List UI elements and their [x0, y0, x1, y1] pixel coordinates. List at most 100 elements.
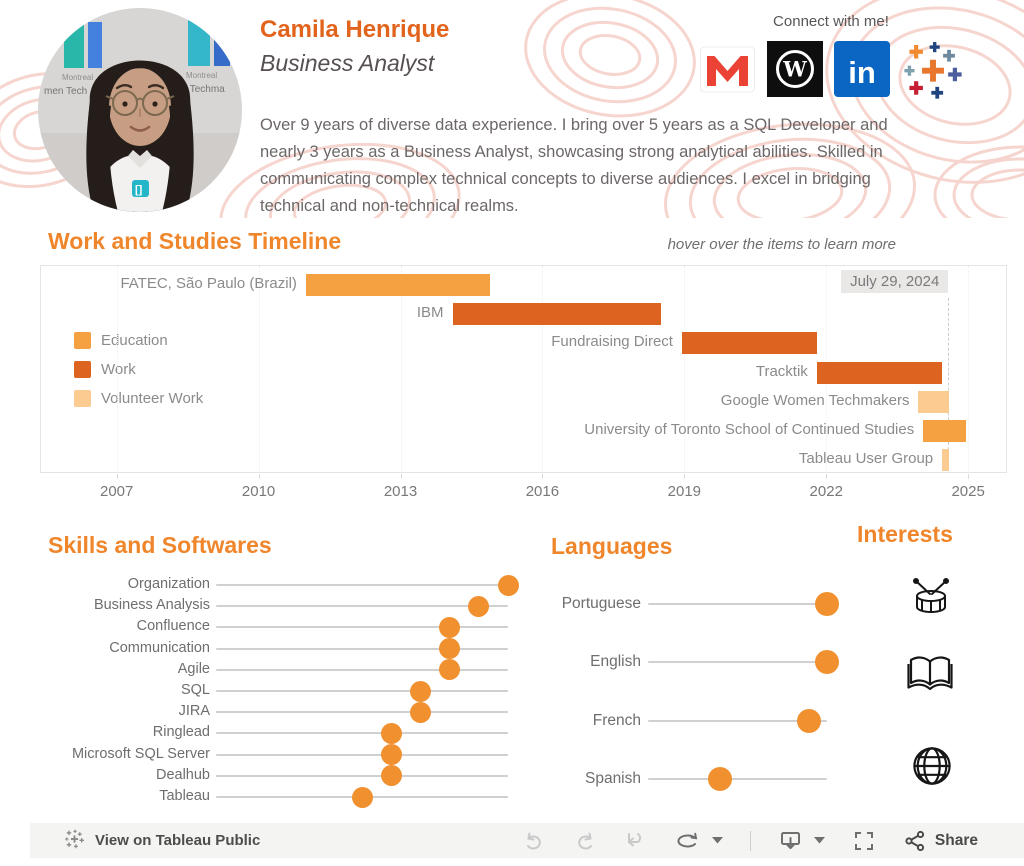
- skill-label: Communication: [109, 639, 210, 656]
- skill-dot[interactable]: [380, 765, 402, 787]
- skill-dot[interactable]: [351, 786, 373, 808]
- legend-swatch: [74, 332, 91, 349]
- download-dropdown-caret-icon[interactable]: [813, 837, 825, 844]
- language-label: French: [592, 711, 641, 729]
- timeline-tick: [400, 474, 402, 479]
- refresh-icon[interactable]: [675, 829, 701, 853]
- wordpress-icon[interactable]: W: [767, 41, 823, 97]
- skill-label: Tableau: [159, 788, 210, 804]
- skill-label: Microsoft SQL Server: [71, 745, 210, 762]
- skill-dot[interactable]: [409, 701, 431, 723]
- language-label: Spanish: [584, 770, 641, 788]
- languages-plot: Portuguese English French Spanish: [540, 590, 870, 805]
- skill-dot[interactable]: [439, 638, 461, 660]
- timeline-tick-label: 2016: [525, 483, 560, 500]
- toolbar: View on Tableau Public: [30, 823, 1024, 858]
- view-on-tableau-public-link[interactable]: View on Tableau Public: [64, 828, 260, 854]
- svg-text:W: W: [782, 57, 807, 82]
- timeline-hint: hover over the items to learn more: [667, 236, 896, 253]
- legend-swatch: [74, 361, 91, 378]
- skill-label: Agile: [177, 660, 210, 677]
- redo-icon[interactable]: [573, 829, 597, 853]
- fullscreen-icon[interactable]: [852, 829, 876, 853]
- timeline-row-label: Google Women Techmakers: [720, 391, 910, 409]
- timeline-row-label: FATEC, São Paulo (Brazil): [120, 275, 297, 292]
- timeline-tick: [542, 474, 544, 479]
- skill-label: Organization: [127, 576, 210, 592]
- skill-dot[interactable]: [439, 616, 461, 638]
- language-dot[interactable]: [815, 650, 839, 675]
- legend-item[interactable]: Work: [74, 355, 203, 384]
- svg-text:men Tech: men Tech: [44, 86, 87, 97]
- profile-bio: Over 9 years of diverse data experience.…: [260, 116, 888, 215]
- timeline-tick-label: 2007: [99, 483, 134, 500]
- svg-text:[]: []: [135, 184, 143, 196]
- skill-line: [216, 690, 508, 692]
- timeline-tick: [968, 474, 970, 479]
- skill-dot[interactable]: [409, 680, 431, 702]
- legend-label: Volunteer Work: [101, 390, 204, 407]
- timeline-tick: [258, 474, 260, 479]
- timeline-bar[interactable]: [918, 390, 950, 413]
- timeline-x-axis: 2007 2010 2013 2016 2019 2022 2025: [41, 474, 1006, 506]
- language-label: Portuguese: [561, 595, 641, 612]
- skills-title: Skills and Softwares: [48, 532, 272, 558]
- book-icon: [906, 654, 954, 698]
- svg-text:en Techma: en Techma: [176, 84, 225, 95]
- legend-item[interactable]: Education: [74, 326, 203, 355]
- skill-dot[interactable]: [497, 574, 519, 596]
- timeline-bar[interactable]: [816, 361, 943, 384]
- timeline-bar[interactable]: [681, 332, 817, 355]
- undo-icon[interactable]: [522, 829, 546, 853]
- skill-dot[interactable]: [380, 744, 402, 766]
- timeline-gridline: [400, 266, 402, 472]
- language-dot[interactable]: [707, 767, 732, 792]
- timeline-title: Work and Studies Timeline: [48, 228, 342, 254]
- skill-line: [216, 647, 508, 650]
- skill-label: SQL: [180, 682, 210, 698]
- svg-text:Montreal: Montreal: [186, 71, 217, 80]
- timeline-row-label: IBM: [416, 304, 444, 322]
- drum-icon: [908, 576, 954, 618]
- skill-line: [216, 711, 508, 714]
- refresh-dropdown-caret-icon[interactable]: [711, 837, 723, 844]
- interests-title: Interests: [857, 521, 953, 547]
- skill-line: [216, 774, 508, 777]
- legend-item[interactable]: Volunteer Work: [74, 384, 203, 413]
- timeline-bar[interactable]: [305, 274, 491, 296]
- language-dot[interactable]: [815, 592, 839, 616]
- skill-label: Dealhub: [155, 766, 210, 783]
- timeline-gridline: [684, 266, 686, 472]
- skill-dot[interactable]: [468, 595, 490, 617]
- timeline-bar[interactable]: [923, 420, 966, 442]
- language-dot[interactable]: [797, 708, 822, 733]
- timeline-bar[interactable]: [942, 449, 950, 472]
- tableau-icon[interactable]: [901, 37, 965, 101]
- profile-job-title: Business Analyst: [260, 50, 435, 76]
- timeline-row-label: Tracktik: [755, 362, 808, 380]
- skill-label: Business Analysis: [93, 597, 210, 614]
- timeline-legend: Education Work Volunteer Work: [74, 326, 203, 413]
- svg-text:Montreal: Montreal: [62, 73, 93, 82]
- share-label: Share: [934, 831, 978, 849]
- linkedin-icon[interactable]: in: [834, 41, 890, 97]
- timeline-tick: [684, 474, 686, 479]
- timeline-tick: [116, 474, 118, 479]
- timeline-tick-label: 2022: [809, 483, 843, 500]
- timeline-bar[interactable]: [452, 303, 661, 326]
- skill-dot[interactable]: [380, 722, 402, 744]
- language-line: [648, 719, 827, 722]
- revert-icon[interactable]: [624, 829, 648, 853]
- social-links: W in: [699, 37, 965, 101]
- globe-icon: [910, 744, 954, 788]
- skill-dot[interactable]: [439, 659, 461, 681]
- legend-label: Work: [101, 361, 136, 378]
- share-button[interactable]: Share: [903, 829, 978, 853]
- date-annotation: July 29, 2024: [841, 270, 949, 293]
- gmail-icon[interactable]: [699, 43, 756, 96]
- language-label: English: [590, 653, 641, 671]
- skill-line: [216, 626, 508, 629]
- download-icon[interactable]: [778, 829, 803, 853]
- toolbar-divider: [749, 830, 751, 851]
- reference-line: [948, 298, 950, 470]
